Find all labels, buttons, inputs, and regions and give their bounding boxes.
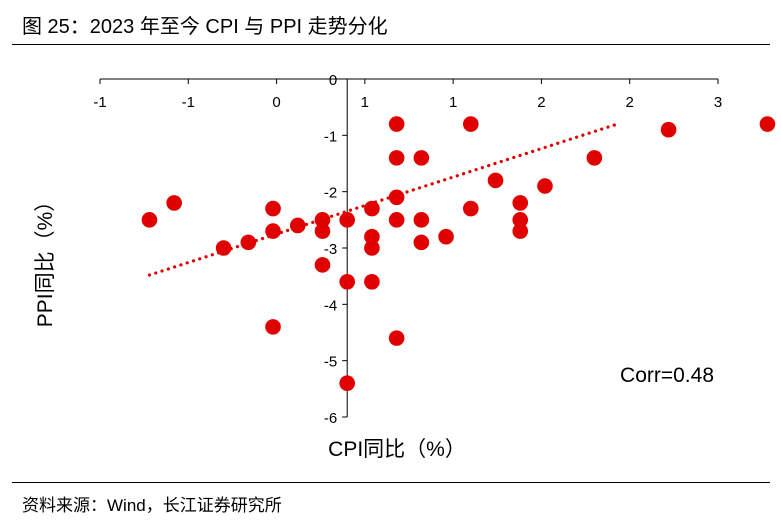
data-point (364, 200, 380, 217)
y-tick-label: -3 (324, 241, 337, 258)
data-point (537, 178, 553, 194)
y-tick-label: -2 (324, 185, 337, 202)
data-point (215, 240, 232, 256)
figure-title: 图 25：2023 年至今 CPI 与 PPI 走势分化 (22, 16, 388, 38)
data-point (289, 217, 306, 234)
data-point (388, 330, 405, 346)
x-tick-label: 0 (272, 94, 280, 111)
data-point (314, 223, 331, 239)
data-point (413, 150, 430, 166)
data-point (463, 116, 479, 132)
data-point (463, 200, 479, 217)
data-point (141, 212, 158, 228)
data-point (660, 121, 677, 138)
x-tick-label: 2 (537, 94, 545, 111)
data-point (166, 195, 182, 211)
y-tick-label: -5 (324, 354, 337, 371)
data-point (487, 172, 504, 189)
data-point (339, 375, 356, 392)
data-point (240, 234, 257, 251)
data-point (512, 195, 529, 211)
data-point (438, 228, 454, 245)
data-point (265, 319, 281, 335)
y-tick-label: -6 (324, 410, 337, 427)
data-point (388, 150, 405, 166)
y-tick-label: -1 (324, 128, 337, 145)
y-tick-label: 0 (329, 72, 337, 89)
source-note: 资料来源：Wind，长江证券研究所 (22, 496, 282, 515)
data-point (265, 223, 281, 239)
data-point (364, 274, 380, 290)
x-tick-label: -1 (93, 94, 106, 111)
x-tick-label: -1 (182, 94, 195, 111)
data-point (413, 234, 430, 251)
data-point (512, 223, 529, 239)
data-point (388, 189, 405, 206)
chart-labels: -1 -1 0 1 1 2 2 3 0 -1 -2 -3 -4 -5 -6 CPI同比（%） PPI同比（%） C… (34, 72, 722, 461)
data-point (364, 240, 380, 256)
title-divider (12, 44, 770, 45)
x-tick-label: 1 (361, 94, 369, 111)
x-tick-label: 2 (626, 94, 634, 111)
data-point (339, 212, 356, 228)
data-point (512, 212, 529, 228)
data-point (388, 212, 405, 228)
x-axis-title: CPI同比（%） (328, 438, 466, 461)
data-point (339, 274, 356, 290)
data-point (314, 212, 331, 228)
data-point (265, 200, 281, 217)
y-axis-title: PPI同比（%） (34, 191, 57, 328)
correlation-annotation: Corr=0.48 (620, 364, 714, 387)
source-divider (12, 482, 770, 483)
data-points (141, 116, 776, 392)
data-point (586, 150, 603, 166)
data-point (759, 116, 776, 132)
chart-axes (99, 78, 719, 418)
data-point (364, 228, 380, 245)
data-point (413, 212, 430, 228)
data-point (314, 257, 331, 273)
data-point (388, 116, 405, 132)
x-tick-label: 1 (449, 94, 457, 111)
x-tick-label: 3 (714, 94, 722, 111)
y-tick-label: -4 (324, 297, 337, 314)
